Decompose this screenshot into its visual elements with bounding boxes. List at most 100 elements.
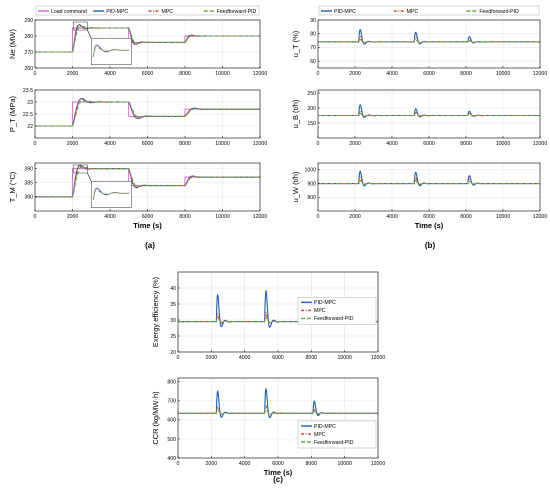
series-line-feedforward-pid [35,26,260,53]
y-axis-label: u_B (t/h) [291,99,300,128]
series-line-feedforward-pid [318,38,540,43]
y-tick-label: 800 [167,380,176,386]
legend-label: PID-MPC [334,9,356,15]
y-axis-label: Ne (MW) [8,29,17,59]
inset-line [92,47,130,57]
chart-pt: 0 2000 4000 6000 8000 10000 12000 22 22.5 23 23.5 P… [8,88,267,147]
legend: PID-MPC MPC Feedforward-PID [297,297,377,325]
chart-ub: 0 2000 4000 6000 8000 10000 12000 150 200 250 u_B … [291,89,547,147]
y-tick-label: 90 [310,18,316,24]
x-tick-label: 10000 [496,71,511,77]
x-tick-label: 0 [317,214,320,220]
y-tick-label: 60 [310,59,316,65]
x-tick-label: 6000 [272,461,284,467]
x-tick-label: 6000 [423,214,435,220]
y-tick-label: 25 [170,334,176,340]
legend-label: MPC [314,308,326,314]
y-tick-label: 250 [307,91,316,97]
legend-box [35,5,260,16]
x-tick-label: 4000 [104,214,116,220]
inset-arrow [87,29,92,39]
legend-label: MPC [162,9,174,15]
legend: PID-MPC MPC Feedforward-PID [297,420,377,449]
y-tick-label: 35 [170,302,176,308]
x-tick-label: 2000 [206,461,218,467]
y-axis-label: u_T (%) [291,30,300,57]
y-tick-label: 280 [24,34,33,40]
legend-label: Feedforward-PID [314,440,354,446]
y-tick-label: 700 [167,399,176,405]
x-tick-label: 4000 [104,71,116,77]
panel-label: (a) [145,241,155,250]
x-axis-label: Time (s) [133,221,162,230]
x-tick-label: 2000 [349,71,361,77]
legend-label: PID-MPC [314,424,336,430]
x-tick-label: 2000 [67,71,79,77]
x-tick-label: 8000 [306,355,318,361]
x-tick-label: 2000 [206,355,218,361]
y-axis-label: Exergy efficiency (%) [151,276,160,347]
x-tick-label: 12000 [253,71,268,77]
inset-line [92,190,130,200]
x-tick-label: 8000 [179,71,191,77]
x-tick-label: 12000 [253,141,268,147]
y-tick-label: 23 [27,100,33,106]
y-tick-label: 900 [307,181,316,187]
legend: Load command PID-MPC MPC Feedforward-PID [35,5,260,16]
x-tick-label: 6000 [272,355,284,361]
inset-arrow [87,172,92,182]
zoom-box [73,21,88,31]
x-tick-label: 12000 [533,214,548,220]
series-line-feedforward-pid [318,112,540,117]
x-tick-label: 4000 [386,141,398,147]
y-tick-label: 22 [27,124,33,130]
x-tick-label: 2000 [349,141,361,147]
x-tick-label: 4000 [386,214,398,220]
x-tick-label: 4000 [386,71,398,77]
y-axis-label: CCR (kg/MW·h) [151,391,160,445]
panel-label: (b) [425,241,436,250]
y-tick-label: 70 [310,45,316,51]
x-tick-label: 6000 [142,71,154,77]
x-tick-label: 6000 [142,214,154,220]
chart-ut: 0 2000 4000 6000 8000 10000 12000 60 70 80 90 u_T (… [291,5,548,77]
x-tick-label: 12000 [371,355,386,361]
x-tick-label: 12000 [533,71,548,77]
y-tick-label: 500 [167,437,176,443]
y-axis-label: T_M (°C) [8,171,17,202]
x-tick-label: 8000 [179,214,191,220]
inset-box [91,180,132,208]
y-tick-label: 80 [310,32,316,38]
y-tick-label: 400 [167,456,176,462]
series-line-feedforward-pid [178,409,378,415]
x-tick-label: 8000 [460,214,472,220]
y-tick-label: 385 [24,181,33,187]
x-tick-label: 0 [317,71,320,77]
series-line-feedforward-pid [35,166,260,198]
x-tick-label: 0 [34,71,37,77]
y-axis-label: P_T (MPa) [8,95,17,132]
chart-ee: 0 2000 4000 6000 8000 10000 12000 20 25 30 35 40 Exe… [151,271,386,361]
y-tick-label: 270 [24,50,33,56]
x-tick-label: 2000 [67,214,79,220]
y-tick-label: 800 [307,195,316,201]
series-line-feedforward-pid [35,100,260,127]
x-tick-label: 6000 [423,141,435,147]
legend-label: Feedforward-PID [314,316,354,322]
legend-label: Load command [51,9,87,15]
panel-label: (c) [273,475,283,484]
x-tick-label: 10000 [215,141,230,147]
legend: PID-MPC MPC Feedforward-PID [318,5,540,16]
x-tick-label: 0 [34,141,37,147]
x-axis-label: Time (s) [415,221,444,230]
x-tick-label: 2000 [349,214,361,220]
x-tick-label: 6000 [142,141,154,147]
x-tick-label: 8000 [179,141,191,147]
x-tick-label: 8000 [460,71,472,77]
y-tick-label: 20 [170,350,176,356]
x-tick-label: 10000 [337,355,352,361]
y-tick-label: 290 [24,18,33,24]
x-tick-label: 4000 [104,141,116,147]
x-tick-label: 10000 [496,214,511,220]
zoom-box [73,164,88,174]
